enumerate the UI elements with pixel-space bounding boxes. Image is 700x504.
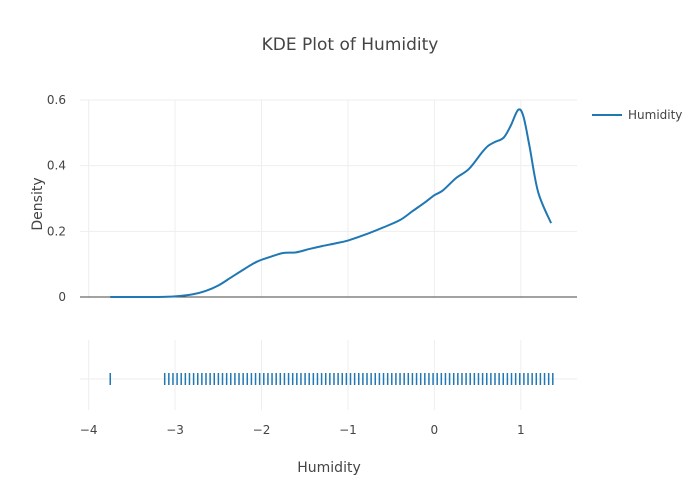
line-layer	[110, 108, 552, 299]
tick-layer: −4 −3 −2 −1 0 1 0 0.2 0.4 0.6	[47, 93, 525, 437]
y-tick-label: 0.6	[47, 93, 66, 107]
y-tick-label: 0.2	[47, 224, 66, 238]
x-tick-label: −4	[80, 423, 98, 437]
grid-layer	[80, 99, 577, 410]
legend[interactable]: Humidity	[592, 108, 682, 122]
x-tick-label: −1	[339, 423, 357, 437]
chart-title: KDE Plot of Humidity	[262, 35, 439, 55]
x-axis-label: Humidity	[297, 460, 360, 476]
rug-layer	[109, 373, 554, 385]
x-tick-label: −2	[253, 423, 271, 437]
legend-label: Humidity	[628, 108, 682, 122]
x-tick-label: 0	[431, 423, 439, 437]
x-tick-label: 1	[517, 423, 525, 437]
y-tick-label: 0	[58, 290, 66, 304]
x-tick-label: −3	[166, 423, 184, 437]
y-tick-label: 0.4	[47, 159, 66, 173]
series-line-humidity	[110, 108, 552, 299]
y-axis-label: Density	[30, 177, 46, 230]
